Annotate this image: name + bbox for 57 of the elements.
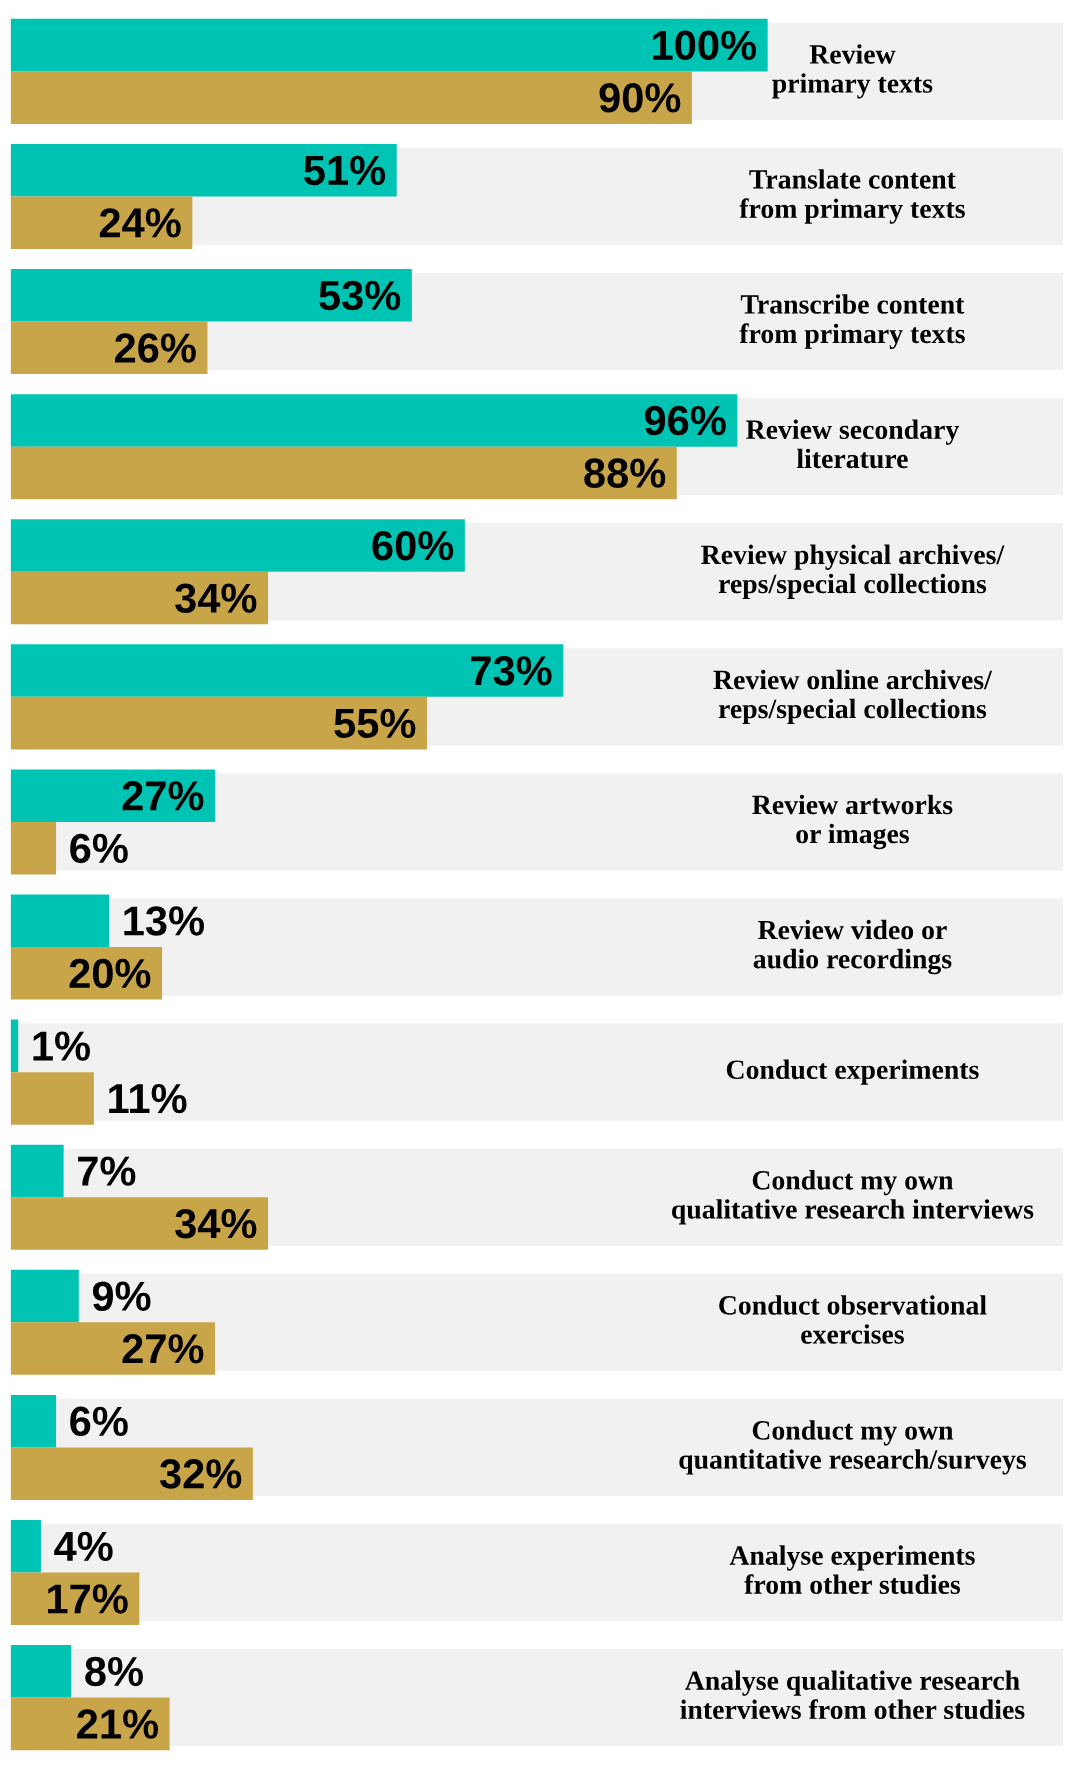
- data-label: 26%: [115, 333, 196, 363]
- data-label: 34%: [175, 1208, 257, 1239]
- bar: [10, 894, 110, 948]
- bar: [10, 1322, 216, 1375]
- bar: [10, 769, 216, 822]
- bar: [10, 821, 57, 875]
- data-label: 55%: [334, 708, 416, 739]
- y-tick-label: Transcribe content from primary texts: [739, 294, 965, 349]
- data-label: 51%: [304, 155, 386, 186]
- bar: [10, 1394, 57, 1448]
- y-tick-label: Analyse experiments from other studies: [729, 1545, 975, 1595]
- data-label: 20%: [69, 958, 151, 989]
- y-tick-label: Review online archives/ reps/special collections: [713, 669, 993, 724]
- bar: [10, 1519, 41, 1573]
- y-tick-label: Review video or audio recordings: [753, 919, 952, 975]
- data-label: 8%: [85, 1656, 143, 1687]
- y-tick-label: Review artworks or images: [752, 794, 953, 850]
- data-label: 6%: [70, 833, 128, 864]
- bar: [10, 196, 193, 250]
- bar: [10, 1144, 64, 1198]
- data-label: 27%: [122, 1334, 204, 1364]
- y-tick-label: Review primary texts: [772, 44, 933, 99]
- data-label: 9%: [92, 1281, 151, 1311]
- y-tick-label: Review secondary literature: [746, 419, 959, 469]
- data-label: 13%: [124, 906, 204, 936]
- data-label: 32%: [159, 1459, 242, 1489]
- y-tick-label: Conduct my own qualitative research interviews: [672, 1170, 1034, 1225]
- data-label: 73%: [471, 656, 552, 686]
- y-tick-label: Review physical archives/ reps/special collections: [701, 544, 1005, 599]
- y-tick-label: Conduct experiments: [726, 1059, 979, 1085]
- y-tick-label: Conduct my own quantitative research/surveys: [679, 1420, 1026, 1475]
- data-label: 24%: [99, 208, 181, 238]
- data-label: 88%: [584, 458, 666, 488]
- bar: [10, 1072, 94, 1125]
- data-label: 11%: [109, 1083, 187, 1114]
- data-label: 53%: [319, 280, 401, 311]
- data-label: 90%: [599, 83, 681, 113]
- data-label: 6%: [70, 1406, 128, 1437]
- data-label: 100%: [653, 30, 757, 61]
- bar: [10, 571, 269, 625]
- bar: [10, 1447, 253, 1500]
- bar: [10, 1269, 79, 1323]
- data-label: 7%: [78, 1156, 136, 1186]
- data-label: 1%: [33, 1031, 90, 1061]
- bar: [10, 1645, 72, 1698]
- bar: [10, 1019, 19, 1073]
- data-label: 27%: [122, 781, 204, 811]
- y-tick-label: Analyse qualitative research interviews from other studies: [680, 1670, 1025, 1720]
- data-label: 96%: [644, 405, 726, 436]
- y-tick-label: Conduct observational exercises: [719, 1295, 987, 1344]
- y-tick-label: Translate content from primary texts: [739, 169, 965, 224]
- bar: [10, 1197, 269, 1250]
- data-label: 4%: [54, 1531, 113, 1562]
- data-label: 21%: [77, 1709, 158, 1739]
- data-label: 34%: [175, 583, 257, 614]
- data-label: 60%: [372, 530, 454, 561]
- data-label: 17%: [48, 1584, 128, 1614]
